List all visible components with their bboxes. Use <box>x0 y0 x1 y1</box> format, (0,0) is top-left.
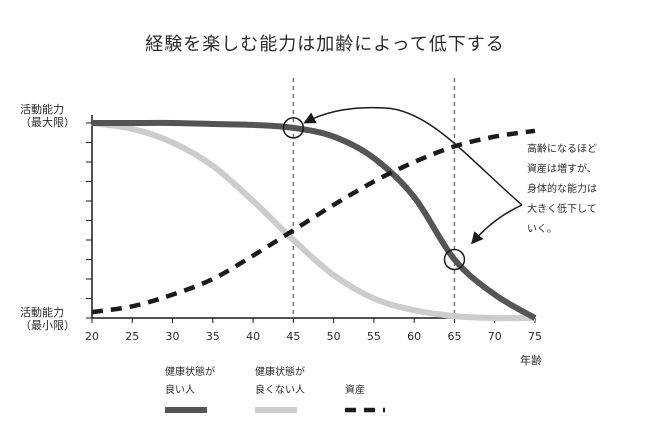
legend-label-assets: 資産 <box>345 385 365 396</box>
series-line-0 <box>91 119 537 321</box>
annotation-arrow-1 <box>303 106 523 206</box>
marker-group <box>282 117 466 271</box>
series-group <box>91 119 537 322</box>
chart-title: 経験を楽しむ能力は加齢によって低下する <box>145 34 505 55</box>
reference-lines <box>292 78 456 318</box>
legend-item-healthy: 健康状態が 良い人 <box>165 364 215 400</box>
x-tick-label: 55 <box>367 330 381 343</box>
tick-labels: 20 25 30 35 40 45 50 55 60 65 70 75 <box>85 330 542 343</box>
y-bottom-label-line2: （最小限） <box>20 319 75 332</box>
y-top-label-line2: （最大限） <box>20 116 75 129</box>
highlight-circle-1 <box>443 248 466 271</box>
x-tick-label: 40 <box>246 330 260 343</box>
x-tick-label: 35 <box>206 330 220 343</box>
x-tick-label: 65 <box>447 330 461 343</box>
axes <box>86 115 536 323</box>
series-line-1 <box>91 120 536 322</box>
annotation-text: 高齢になるほど 資産は増すが、 身体的な能力は 大きく低下して いく。 <box>527 144 597 235</box>
x-tick-label: 25 <box>125 330 139 343</box>
x-tick-label: 70 <box>488 330 502 343</box>
legend-item-unhealthy: 健康状態が 良くない人 <box>255 364 305 400</box>
x-tick-label: 30 <box>166 330 180 343</box>
x-tick-label: 20 <box>85 330 99 343</box>
legend-label-unhealthy: 健康状態が 良くない人 <box>255 367 305 396</box>
y-bottom-label-line1: 活動能力 <box>20 306 64 319</box>
legend-item-assets: 資産 <box>345 382 365 400</box>
y-axis-bottom-label: 活動能力 （最小限） <box>20 306 75 332</box>
x-tick-label: 45 <box>286 330 300 343</box>
x-tick-label: 60 <box>407 330 421 343</box>
x-tick-label: 50 <box>327 330 341 343</box>
x-tick-label: 75 <box>528 330 542 343</box>
annotation-arrow-2 <box>471 204 523 245</box>
annotation-arrows <box>303 106 523 245</box>
legend-label-healthy: 健康状態が 良い人 <box>165 367 215 396</box>
y-axis-top-label: 活動能力 （最大限） <box>20 103 75 129</box>
series-line-2 <box>91 128 536 315</box>
y-top-label-line1: 活動能力 <box>20 103 64 116</box>
highlight-circle-0 <box>282 117 305 139</box>
x-axis-label: 年齢 <box>520 354 542 367</box>
